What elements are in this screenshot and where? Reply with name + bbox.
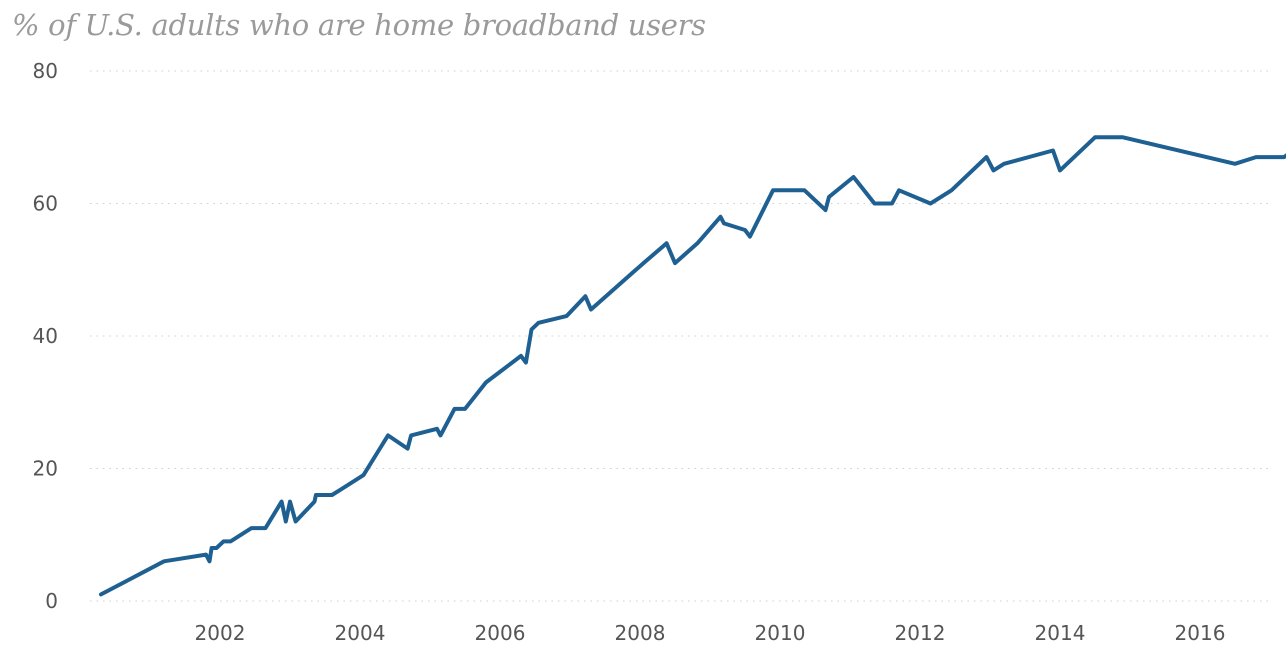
- x-tick-label: 2008: [615, 621, 666, 645]
- data-point: [665, 241, 669, 245]
- data-point: [280, 500, 284, 504]
- data-point: [386, 433, 390, 437]
- data-point: [950, 188, 954, 192]
- data-point: [719, 215, 723, 219]
- axes: 0 20 40 60 80 2002 2004 2006 2008 2010 2012 2014 201…: [33, 59, 1226, 645]
- data-point: [537, 321, 541, 325]
- data-point: [288, 500, 292, 504]
- data-point: [565, 314, 569, 318]
- x-tick-label: 2016: [1175, 621, 1226, 645]
- data-point: [1121, 135, 1125, 139]
- data-point: [439, 433, 443, 437]
- data-point: [341, 486, 345, 490]
- data-point: [1058, 168, 1062, 172]
- data-point: [284, 520, 288, 524]
- data-point: [463, 407, 467, 411]
- data-point: [330, 493, 334, 497]
- data-point: [673, 261, 677, 265]
- y-tick-label: 60: [33, 192, 58, 216]
- data-point: [642, 261, 646, 265]
- data-point: [827, 195, 831, 199]
- data-point: [453, 407, 457, 411]
- data-point: [748, 235, 752, 239]
- data-point: [264, 526, 268, 530]
- gridlines: [90, 70, 1268, 602]
- data-point: [99, 592, 103, 596]
- data-point: [803, 188, 807, 192]
- data-point: [229, 539, 233, 543]
- data-point: [992, 168, 996, 172]
- data-point: [215, 546, 219, 550]
- data-point: [743, 228, 747, 232]
- data-point: [162, 559, 166, 563]
- data-point: [1093, 135, 1097, 139]
- data-point: [985, 155, 989, 159]
- y-tick-label: 80: [33, 59, 58, 83]
- data-point: [294, 520, 298, 524]
- data-point: [210, 546, 214, 550]
- data-point: [204, 553, 208, 557]
- data-point: [695, 241, 699, 245]
- data-point: [313, 500, 317, 504]
- data-point: [362, 473, 366, 477]
- data-point: [409, 433, 413, 437]
- x-tick-label: 2002: [195, 621, 246, 645]
- data-point: [589, 308, 593, 312]
- data-point: [722, 221, 726, 225]
- y-tick-label: 0: [45, 589, 58, 613]
- data-point: [929, 202, 933, 206]
- x-tick-label: 2006: [475, 621, 526, 645]
- data-point: [484, 380, 488, 384]
- x-tick-label: 2012: [895, 621, 946, 645]
- data-point: [890, 202, 894, 206]
- data-point: [222, 539, 226, 543]
- data-point: [771, 188, 775, 192]
- data-point: [314, 493, 318, 497]
- y-tick-label: 40: [33, 324, 58, 348]
- data-point: [583, 294, 587, 298]
- data-point: [1002, 162, 1006, 166]
- x-tick-label: 2004: [335, 621, 386, 645]
- data-point: [852, 175, 856, 179]
- x-tick-label: 2010: [755, 621, 806, 645]
- data-point: [524, 361, 528, 365]
- data-point: [1233, 162, 1237, 166]
- y-tick-label: 20: [33, 457, 58, 481]
- data-point: [208, 559, 212, 563]
- data-point: [1254, 155, 1258, 159]
- data-point: [250, 526, 254, 530]
- data-point: [435, 427, 439, 431]
- data-point: [1051, 149, 1055, 153]
- series-layer: [99, 135, 1286, 597]
- series-line-home-broadband: [99, 135, 1286, 597]
- data-point: [873, 202, 877, 206]
- data-point: [530, 327, 534, 331]
- x-tick-label: 2014: [1035, 621, 1086, 645]
- data-point: [406, 447, 410, 451]
- data-point: [1282, 155, 1286, 159]
- chart-title: % of U.S. adults who are home broadband …: [12, 8, 706, 42]
- data-point: [897, 188, 901, 192]
- data-point: [824, 208, 828, 212]
- data-point: [519, 354, 523, 358]
